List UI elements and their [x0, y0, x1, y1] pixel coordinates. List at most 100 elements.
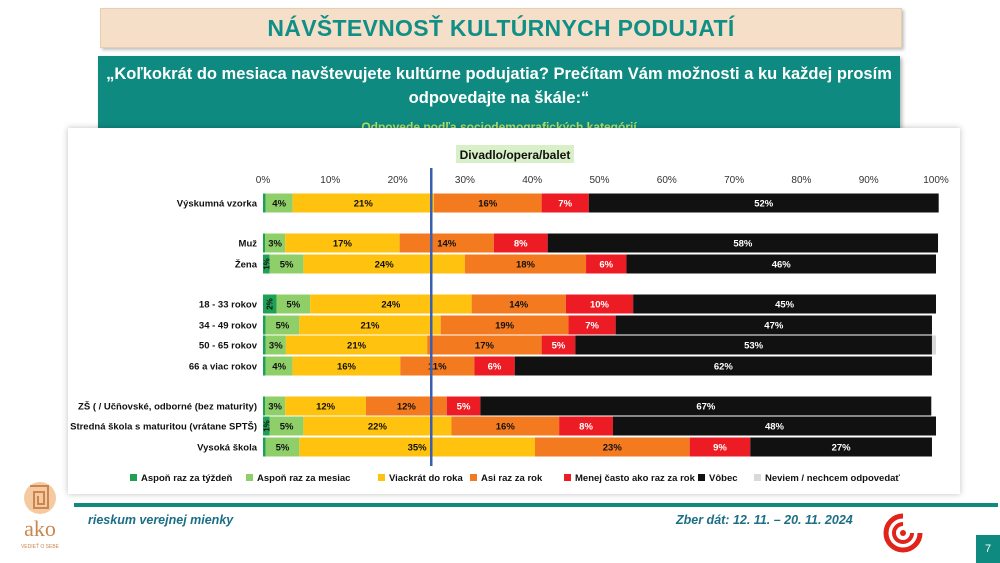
data-label: 45% — [775, 300, 795, 311]
data-label: 21% — [354, 199, 374, 210]
data-label: 46% — [772, 260, 792, 271]
data-label: 5% — [280, 260, 294, 271]
bar-segment — [299, 315, 441, 335]
data-label: 24% — [381, 300, 401, 311]
bar-segment — [464, 254, 587, 274]
bar-segment — [263, 437, 266, 457]
bar-segment — [263, 335, 266, 355]
footer-divider — [74, 503, 998, 507]
data-label: 22% — [368, 422, 388, 433]
data-label: 7% — [585, 321, 599, 332]
data-label: 11% — [428, 362, 447, 373]
data-label: 14% — [509, 300, 529, 311]
legend-label: Vôbec — [709, 473, 738, 484]
category-label: Žena — [235, 259, 258, 271]
legend-label: Asi raz za rok — [481, 473, 543, 484]
bar-segment — [303, 416, 452, 436]
data-label: 24% — [375, 260, 395, 271]
data-label: 35% — [408, 443, 428, 454]
bar-segment — [689, 437, 751, 457]
bar-segment — [265, 335, 286, 355]
data-label: 7% — [558, 199, 572, 210]
bar-segment — [303, 254, 465, 274]
data-label: 12% — [397, 402, 417, 413]
data-label: 47% — [764, 321, 784, 332]
data-label: 4% — [272, 362, 286, 373]
data-label: 16% — [478, 199, 498, 210]
data-label: 12% — [316, 402, 336, 413]
legend-label: Aspoň raz za týždeň — [141, 473, 233, 484]
bar-segment — [514, 356, 932, 376]
category-label: Vysoká škola — [197, 443, 258, 454]
data-label: 4% — [272, 199, 286, 210]
bar-segment — [263, 294, 277, 314]
data-label: 48% — [765, 422, 785, 433]
legend-swatch — [378, 474, 385, 481]
bar-segment — [263, 315, 266, 335]
legend-label: Viackrát do roka — [389, 473, 463, 484]
data-label: 3% — [268, 239, 282, 250]
data-label: 2% — [266, 298, 275, 310]
data-label: 5% — [276, 321, 290, 332]
data-label: 8% — [514, 239, 528, 250]
legend-swatch — [564, 474, 571, 481]
category-label: 50 - 65 rokov — [199, 341, 258, 352]
category-label: Výskumná vzorka — [177, 199, 258, 210]
bar-segment — [493, 233, 548, 253]
chart-title-bg — [456, 145, 574, 163]
data-label: 5% — [276, 443, 290, 454]
data-label: 3% — [268, 402, 282, 413]
x-tick-label: 40% — [522, 175, 542, 186]
page-title: NÁVŠTEVNOSŤ KULTÚRNYCH PODUJATÍ — [267, 14, 735, 41]
bar-segment — [265, 233, 286, 253]
category-label: ZŠ ( / Učňovské, odborné (bez maturity) — [78, 401, 257, 413]
legend-label: Neviem / nechcem odpovedať — [765, 473, 900, 484]
bar-segment — [263, 416, 270, 436]
bar-segment — [586, 254, 627, 274]
data-label: 58% — [733, 239, 753, 250]
chart-card: Divadlo/opera/balet 0% 10% 20% 30% 40% 50% 60% 7… — [68, 128, 960, 494]
ako-logo: ako VEDIEŤ O SEBE — [21, 482, 60, 550]
bar-segment — [541, 335, 576, 355]
data-label: 27% — [832, 443, 852, 454]
logo-tagline: VEDIEŤ O SEBE — [21, 542, 60, 550]
data-label: 17% — [475, 341, 495, 352]
category-label: Stredná škola s maturitou (vrátane SPTŠ) — [70, 421, 257, 433]
data-label: 17% — [333, 239, 353, 250]
data-label: 5% — [552, 341, 566, 352]
x-tick-label: 0% — [256, 175, 271, 186]
data-label: 1% — [262, 258, 271, 270]
bar-segment — [547, 233, 939, 253]
bar-segment — [612, 416, 936, 436]
category-label: Muž — [239, 239, 258, 250]
bar-segment — [568, 315, 616, 335]
data-label: 62% — [714, 362, 734, 373]
question-text: „Koľkokrát do mesiaca navštevujete kultú… — [106, 65, 892, 107]
legend-swatch — [754, 474, 761, 481]
x-tick-label: 100% — [923, 175, 949, 186]
x-tick-label: 60% — [657, 175, 677, 186]
bar-segment — [263, 254, 270, 274]
bar-segment — [451, 416, 560, 436]
data-label: 9% — [713, 443, 727, 454]
bar-segment — [263, 193, 266, 213]
bar-segment — [285, 233, 400, 253]
bar-segment — [626, 254, 936, 274]
legend-swatch — [130, 474, 137, 481]
bar-segment — [427, 335, 542, 355]
data-label: 3% — [269, 341, 283, 352]
legend-swatch — [698, 474, 705, 481]
data-label: 14% — [437, 239, 457, 250]
bar-segment — [265, 315, 300, 335]
data-label: 52% — [754, 199, 774, 210]
bar-segment — [285, 396, 366, 416]
x-tick-label: 10% — [320, 175, 340, 186]
x-tick-label: 20% — [388, 175, 408, 186]
data-label: 67% — [696, 402, 716, 413]
bar-segment — [292, 193, 434, 213]
x-tick-label: 90% — [859, 175, 879, 186]
title-banner: NÁVŠTEVNOSŤ KULTÚRNYCH PODUJATÍ — [100, 8, 902, 48]
bar-segment — [565, 294, 634, 314]
category-label: 66 a viac rokov — [189, 362, 258, 373]
legend-label: Aspoň raz za mesiac — [257, 473, 350, 484]
